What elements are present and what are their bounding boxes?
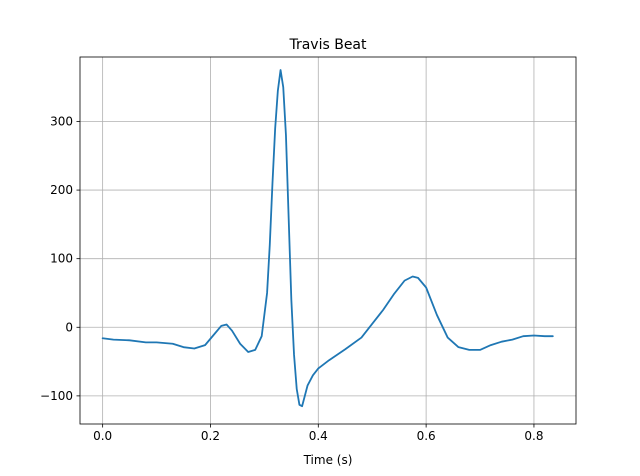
x-axis-ticks: 0.0 0.2 0.4 0.6 0.8: [93, 424, 543, 443]
y-tick-label: −100: [40, 389, 73, 403]
x-tick-label: 0.8: [524, 429, 543, 443]
series-layer: [101, 69, 554, 408]
x-tick-label: 0.2: [201, 429, 220, 443]
grid: [80, 57, 576, 424]
y-axis-ticks: −100 0 100 200 300: [40, 114, 80, 403]
y-tick-label: 0: [65, 320, 73, 334]
plot-border: [79, 56, 577, 425]
y-tick-label: 200: [50, 183, 73, 197]
series-line: [101, 69, 554, 408]
x-axis-label: Time (s): [303, 453, 353, 467]
x-tick-label: 0.6: [417, 429, 436, 443]
x-tick-label: 0.0: [93, 429, 112, 443]
chart-title: Travis Beat: [288, 37, 367, 53]
x-tick-label: 0.4: [309, 429, 328, 443]
y-tick-label: 100: [50, 252, 73, 266]
plot-frame: [79, 56, 577, 425]
y-tick-label: 300: [50, 114, 73, 128]
